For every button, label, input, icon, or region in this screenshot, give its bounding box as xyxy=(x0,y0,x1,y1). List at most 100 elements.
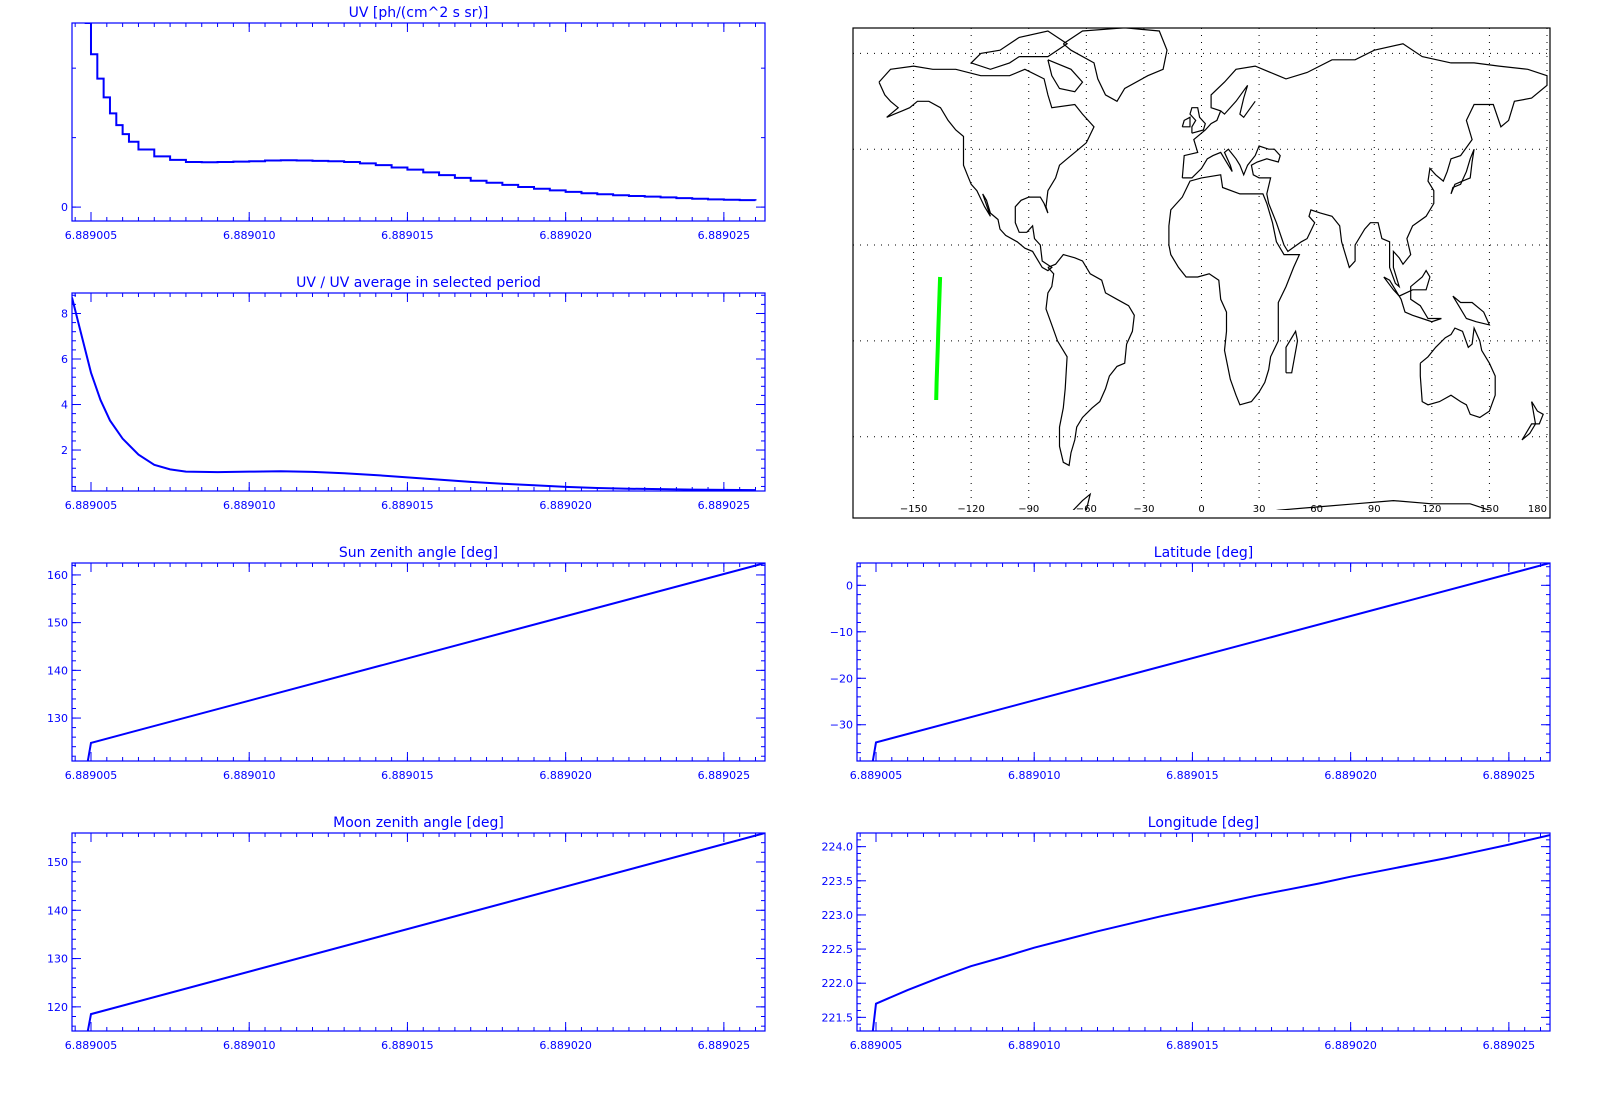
y-tick-label: 150 xyxy=(47,856,68,869)
y-tick-label: −20 xyxy=(830,672,853,685)
y-tick-label: −10 xyxy=(830,626,853,639)
longitude-tick-label: −120 xyxy=(957,504,984,515)
satellite-ground-track xyxy=(934,276,943,401)
chart-title: Sun zenith angle [deg] xyxy=(339,545,498,561)
ground-track-map-panel: −150 −120 −90 −60 −30 0 30 60 90 120 150 180 xyxy=(852,27,1551,519)
longitude-tick-label: −30 xyxy=(1133,504,1154,515)
coastline-baffin xyxy=(1047,59,1084,93)
x-tick-label: 6.889020 xyxy=(539,229,592,242)
plot-frame xyxy=(856,832,1551,1032)
y-tick-label: 150 xyxy=(47,617,68,630)
y-tick-label: 120 xyxy=(47,1001,68,1014)
x-tick-label: 6.889025 xyxy=(698,499,751,512)
series-line xyxy=(871,563,1550,761)
x-tick-label: 6.889025 xyxy=(698,1039,751,1052)
y-tick-label: 0 xyxy=(61,201,68,214)
y-tick-label: 130 xyxy=(47,712,68,725)
x-tick-label: 6.889010 xyxy=(223,229,276,242)
y-tick-label: 223.5 xyxy=(822,875,854,888)
chart-title: Longitude [deg] xyxy=(1148,815,1259,831)
moon-zenith-panel: Moon zenith angle [deg] 6.889005 6.889010 6… xyxy=(47,815,766,1052)
y-tick-label: 0 xyxy=(846,579,853,592)
coastline-greenland xyxy=(1062,28,1168,103)
y-tick-label: 140 xyxy=(47,664,68,677)
y-tick-label: 4 xyxy=(61,399,68,412)
x-tick-label: 6.889005 xyxy=(65,1039,118,1052)
y-tick-label: −30 xyxy=(830,719,853,732)
coastline-africa xyxy=(1168,174,1301,406)
longitude-tick-label: 0 xyxy=(1198,504,1204,515)
uv-panel: UV [ph/(cm^2 s sr)] 6.889005 6.889010 6.889… xyxy=(61,5,766,242)
y-tick-label: 224.0 xyxy=(822,841,854,854)
plot-frame xyxy=(71,22,766,222)
x-tick-label: 6.889015 xyxy=(381,769,434,782)
x-tick-label: 6.889010 xyxy=(223,499,276,512)
x-tick-label: 6.889015 xyxy=(381,1039,434,1052)
coastline-uk xyxy=(1189,107,1206,134)
y-tick-label: 222.0 xyxy=(822,977,854,990)
x-tick-label: 6.889020 xyxy=(539,769,592,782)
x-tick-label: 6.889020 xyxy=(1324,1039,1377,1052)
plot-frame xyxy=(856,562,1551,762)
coastline-north-america xyxy=(878,65,1095,272)
y-tick-label: 130 xyxy=(47,953,68,966)
x-tick-label: 6.889010 xyxy=(223,769,276,782)
chart-title: Moon zenith angle [deg] xyxy=(333,815,504,831)
x-tick-label: 6.889005 xyxy=(65,499,118,512)
x-tick-label: 6.889010 xyxy=(1008,1039,1061,1052)
y-tick-label: 140 xyxy=(47,904,68,917)
x-tick-label: 6.889005 xyxy=(65,769,118,782)
y-tick-label: 2 xyxy=(61,444,68,457)
longitude-tick-label: 30 xyxy=(1253,504,1266,515)
longitude-tick-label: 60 xyxy=(1310,504,1323,515)
x-tick-label: 6.889010 xyxy=(1008,769,1061,782)
latitude-panel: Latitude [deg] 6.889005 6.889010 6.889015 6.… xyxy=(830,545,1551,782)
plot-frame xyxy=(71,292,766,492)
coastline-scandinavia-gulf xyxy=(1220,84,1256,119)
x-tick-label: 6.889025 xyxy=(1483,769,1536,782)
longitude-tick-label: −90 xyxy=(1018,504,1039,515)
plot-frame xyxy=(71,832,766,1032)
chart-title: Latitude [deg] xyxy=(1154,545,1253,561)
coastline-ireland xyxy=(1181,116,1191,128)
chart-title: UV / UV average in selected period xyxy=(296,275,541,291)
series-line xyxy=(72,297,756,491)
coastline-indonesia xyxy=(1383,269,1442,323)
longitude-tick-label: −150 xyxy=(900,504,927,515)
coastline-madagascar xyxy=(1285,329,1299,374)
x-tick-label: 6.889015 xyxy=(1166,769,1219,782)
longitude-tick-label: 150 xyxy=(1480,504,1499,515)
x-tick-label: 6.889020 xyxy=(1324,769,1377,782)
x-tick-label: 6.889005 xyxy=(850,769,903,782)
series-line xyxy=(84,23,757,202)
longitude-tick-label: −60 xyxy=(1076,504,1097,515)
x-tick-label: 6.889020 xyxy=(539,499,592,512)
sun-zenith-panel: Sun zenith angle [deg] 6.889005 6.889010 6.… xyxy=(47,545,766,782)
coastline-australia xyxy=(1419,325,1496,419)
series-line xyxy=(871,834,1550,1031)
y-tick-label: 8 xyxy=(61,307,68,320)
x-tick-label: 6.889025 xyxy=(698,769,751,782)
x-tick-label: 6.889015 xyxy=(381,499,434,512)
map-content xyxy=(853,28,1550,510)
y-tick-label: 160 xyxy=(47,569,68,582)
x-tick-label: 6.889010 xyxy=(223,1039,276,1052)
x-tick-label: 6.889015 xyxy=(1166,1039,1219,1052)
x-tick-label: 6.889025 xyxy=(1483,1039,1536,1052)
coastline-new-guinea xyxy=(1452,295,1491,326)
y-tick-label: 6 xyxy=(61,353,68,366)
x-tick-label: 6.889025 xyxy=(698,229,751,242)
y-tick-label: 223.0 xyxy=(822,909,854,922)
longitude-tick-label: 90 xyxy=(1368,504,1381,515)
coastline-eurasia xyxy=(1181,43,1548,289)
longitude-panel: Longitude [deg] 6.889005 6.889010 6.889015 6… xyxy=(822,815,1551,1052)
coastline-japan xyxy=(1450,148,1475,195)
uv-ratio-panel: UV / UV average in selected period 6.8890… xyxy=(61,275,766,512)
x-tick-label: 6.889005 xyxy=(65,229,118,242)
y-tick-label: 222.5 xyxy=(822,943,854,956)
coastline-arctic-islands xyxy=(970,30,1069,70)
coastline-south-america xyxy=(1045,253,1135,467)
x-tick-label: 6.889020 xyxy=(539,1039,592,1052)
series-line xyxy=(86,563,765,761)
